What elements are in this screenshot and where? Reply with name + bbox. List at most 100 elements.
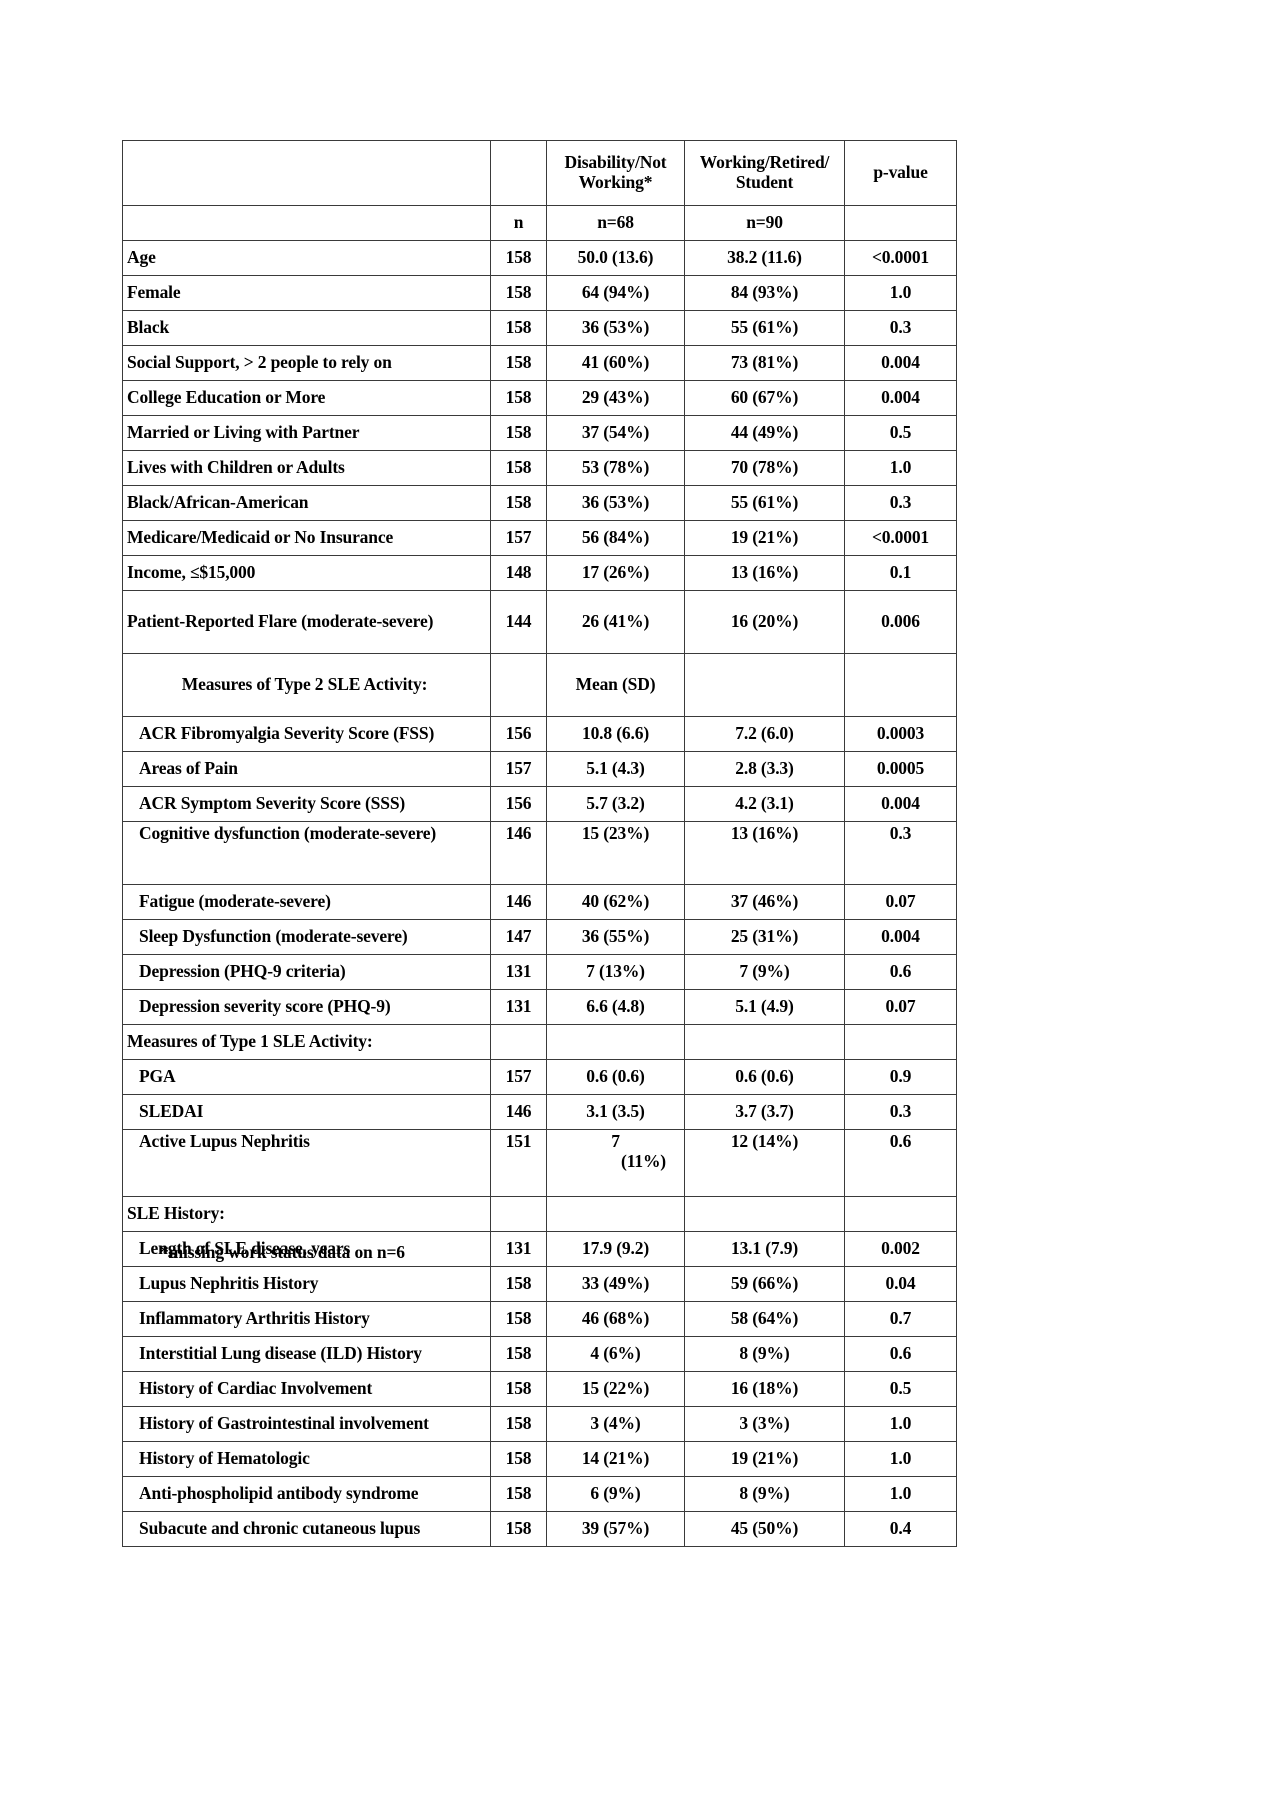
cell-p-value: 0.5 [844,415,957,451]
cell-working-retired-student: 70 (78%) [684,450,845,486]
cell-working-retired-student: 58 (64%) [684,1301,845,1337]
cell-p-value: 0.3 [844,310,957,346]
cell-disability-not-working: 3.1 (3.5) [546,1094,685,1130]
table-footnote: *missing work status data on n=6 [160,1242,405,1262]
cell-p-value: 0.3 [844,485,957,521]
cell-working-retired-student: 44 (49%) [684,415,845,451]
cell-n: 146 [490,1094,547,1130]
table-subheader-row: n n=68 n=90 [122,205,957,241]
cell-p-value: <0.0001 [844,240,957,276]
cell-working-retired-student [684,653,845,717]
table-row: Depression severity score (PHQ-9) 131 6.6 … [122,989,957,1025]
cell-n: 148 [490,555,547,591]
table-row: Length of SLE disease, years 131 17.9 (9.2… [122,1231,957,1267]
cell-p-value: 0.3 [844,821,957,885]
cell-p-value: 0.6 [844,1336,957,1372]
cell-disability-not-working [546,1024,685,1060]
cell-disability-not-working: 29 (43%) [546,380,685,416]
cell-n: 158 [490,485,547,521]
cell-disability-not-working: 41 (60%) [546,345,685,381]
cell-working-retired-student: 84 (93%) [684,275,845,311]
row-label: History of Cardiac Involvement [122,1371,491,1407]
statistics-table-container: Disability/Not Working* Working/Retired/St… [122,140,957,1547]
cell-disability-not-working: 36 (55%) [546,919,685,955]
cell-n [490,1196,547,1232]
cell-n: 158 [490,275,547,311]
statistics-table: Disability/Not Working* Working/Retired/St… [122,140,957,1547]
cell-working-retired-student: 5.1 (4.9) [684,989,845,1025]
cell-n: 157 [490,751,547,787]
cell-working-retired-student: 45 (50%) [684,1511,845,1547]
table-row: Social Support, > 2 people to rely on 158… [122,345,957,381]
cell-n: 131 [490,954,547,990]
cell-p-value: 0.9 [844,1059,957,1095]
cell-n: 158 [490,1301,547,1337]
row-label: Sleep Dysfunction (moderate-severe) [122,919,491,955]
cell-disability-not-working: 56 (84%) [546,520,685,556]
header-cell-n [490,140,547,206]
cell-disability-not-working: 53 (78%) [546,450,685,486]
table-row: Areas of Pain 157 5.1 (4.3) 2.8 (3.3) 0.0005 [122,751,957,787]
table-row: Measures of Type 2 SLE Activity: Mean (SD… [122,653,957,717]
row-label: Inflammatory Arthritis History [122,1301,491,1337]
cell-working-retired-student: 73 (81%) [684,345,845,381]
cell-disability-not-working: 3 (4%) [546,1406,685,1442]
cell-working-retired-student: 13 (16%) [684,555,845,591]
table-row: Lives with Children or Adults 158 53 (78%)… [122,450,957,486]
cell-p-value: 1.0 [844,1441,957,1477]
row-label: Length of SLE disease, years [122,1231,491,1267]
header-line-2: Working* [578,172,653,192]
cell-n: 158 [490,345,547,381]
cell-working-retired-student: 19 (21%) [684,520,845,556]
cell-disability-not-working: 10.8 (6.6) [546,716,685,752]
cell-working-retired-student [684,1196,845,1232]
row-label: Income, ≤$15,000 [122,555,491,591]
cell-p-value: 0.004 [844,786,957,822]
cell-working-retired-student: 13 (16%) [684,821,845,885]
subheader-cell-p [844,205,957,241]
cell-disability-not-working: 7 (13%) [546,954,685,990]
row-label: Measures of Type 1 SLE Activity: [122,1024,491,1060]
cell-working-retired-student: 8 (9%) [684,1476,845,1512]
cell-disability-not-working: 15 (22%) [546,1371,685,1407]
cell-n: 131 [490,1231,547,1267]
header-cell-p-value: p-value [844,140,957,206]
cell-p-value: 0.004 [844,345,957,381]
cell-n: 146 [490,821,547,885]
table-row: Fatigue (moderate-severe) 146 40 (62%) 37 (… [122,884,957,920]
table-row: History of Cardiac Involvement 158 15 (22%… [122,1371,957,1407]
row-label: Areas of Pain [122,751,491,787]
table-row: Measures of Type 1 SLE Activity: [122,1024,957,1060]
cell-n: 158 [490,1406,547,1442]
cell-working-retired-student: 16 (18%) [684,1371,845,1407]
cell-n: 146 [490,884,547,920]
row-label: Depression severity score (PHQ-9) [122,989,491,1025]
table-row: Sleep Dysfunction (moderate-severe) 147 36… [122,919,957,955]
cell-n [490,653,547,717]
header-line-1: Disability/Not [564,152,667,173]
cell-n [490,1024,547,1060]
cell-disability-not-working: 5.7 (3.2) [546,786,685,822]
table-row: History of Gastrointestinal involvement 1… [122,1406,957,1442]
cell-p-value: 1.0 [844,1476,957,1512]
table-row: SLEDAI 146 3.1 (3.5) 3.7 (3.7) 0.3 [122,1094,957,1130]
table-row: Income, ≤$15,000 148 17 (26%) 13 (16%) 0.1 [122,555,957,591]
cell-disability-not-working: 64 (94%) [546,275,685,311]
cell-disability-not-working: 40 (62%) [546,884,685,920]
cell-working-retired-student: 4.2 (3.1) [684,786,845,822]
table-row: Patient-Reported Flare (moderate-severe)… [122,590,957,654]
cell-p-value: 0.4 [844,1511,957,1547]
cell-n: 144 [490,590,547,654]
cell-p-value: 0.0003 [844,716,957,752]
row-label: Black [122,310,491,346]
cell-disability-not-working: 0.6 (0.6) [546,1059,685,1095]
cell-disability-not-working: 50.0 (13.6) [546,240,685,276]
cell-working-retired-student: 12 (14%) [684,1129,845,1197]
table-row: Medicare/Medicaid or No Insurance 157 56 (… [122,520,957,556]
table-row: Depression (PHQ-9 criteria) 131 7 (13%) 7 (… [122,954,957,990]
table-row: Cognitive dysfunction (moderate-severe) 1… [122,821,957,885]
table-row: SLE History: [122,1196,957,1232]
cell-disability-not-working: 14 (21%) [546,1441,685,1477]
row-label: Measures of Type 2 SLE Activity: [122,653,491,717]
